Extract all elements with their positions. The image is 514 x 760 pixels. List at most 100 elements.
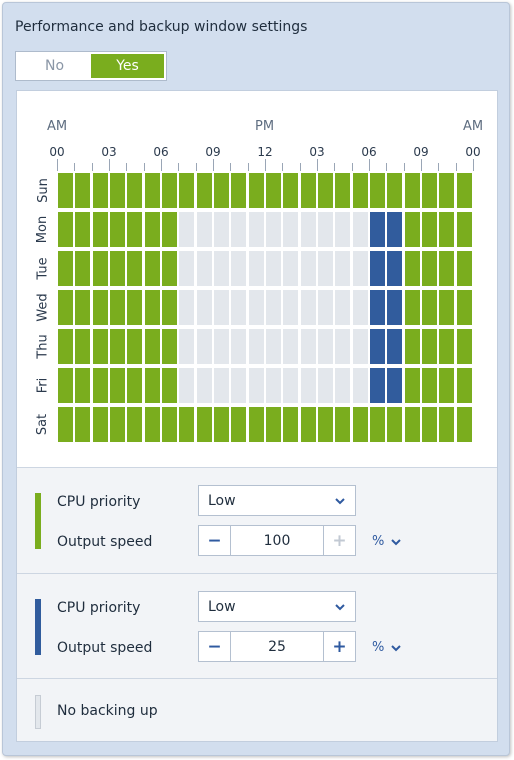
- schedule-cell-green[interactable]: [127, 173, 143, 208]
- schedule-cell-gray[interactable]: [231, 290, 247, 325]
- schedule-cell-gray[interactable]: [231, 329, 247, 364]
- cpu-priority-select[interactable]: Low: [198, 485, 356, 516]
- schedule-cell-green[interactable]: [109, 212, 125, 247]
- schedule-cell-green[interactable]: [404, 368, 420, 403]
- schedule-cell-gray[interactable]: [231, 212, 247, 247]
- schedule-cell-blue[interactable]: [387, 368, 403, 403]
- schedule-cell-green[interactable]: [421, 290, 437, 325]
- schedule-cell-green[interactable]: [265, 407, 281, 442]
- schedule-cell-gray[interactable]: [300, 290, 316, 325]
- schedule-cell-green[interactable]: [109, 407, 125, 442]
- schedule-cell-blue[interactable]: [369, 251, 385, 286]
- schedule-cell-gray[interactable]: [335, 368, 351, 403]
- schedule-cell-green[interactable]: [58, 368, 73, 403]
- schedule-cell-green[interactable]: [248, 173, 264, 208]
- increase-button[interactable]: +: [323, 632, 355, 661]
- schedule-cell-green[interactable]: [109, 251, 125, 286]
- schedule-cell-green[interactable]: [404, 173, 420, 208]
- schedule-cell-gray[interactable]: [248, 329, 264, 364]
- schedule-cell-green[interactable]: [404, 329, 420, 364]
- schedule-cell-gray[interactable]: [179, 251, 195, 286]
- schedule-cell-gray[interactable]: [300, 251, 316, 286]
- schedule-cell-gray[interactable]: [196, 212, 212, 247]
- cpu-priority-select[interactable]: Low: [198, 591, 356, 622]
- schedule-cell-gray[interactable]: [213, 212, 229, 247]
- schedule-cell-green[interactable]: [179, 407, 195, 442]
- unit-dropdown[interactable]: %: [372, 534, 402, 549]
- schedule-cell-green[interactable]: [335, 407, 351, 442]
- schedule-cell-gray[interactable]: [283, 251, 299, 286]
- schedule-cell-gray[interactable]: [179, 329, 195, 364]
- schedule-cell-gray[interactable]: [317, 329, 333, 364]
- schedule-cell-green[interactable]: [439, 251, 455, 286]
- schedule-cell-blue[interactable]: [369, 368, 385, 403]
- schedule-cell-blue[interactable]: [387, 251, 403, 286]
- schedule-cell-green[interactable]: [404, 290, 420, 325]
- schedule-cell-gray[interactable]: [213, 329, 229, 364]
- schedule-cell-gray[interactable]: [179, 212, 195, 247]
- schedule-cell-green[interactable]: [456, 368, 472, 403]
- schedule-cell-gray[interactable]: [179, 368, 195, 403]
- schedule-cell-green[interactable]: [144, 407, 160, 442]
- schedule-cell-gray[interactable]: [213, 251, 229, 286]
- schedule-cell-green[interactable]: [161, 173, 177, 208]
- schedule-cell-green[interactable]: [179, 173, 195, 208]
- schedule-cell-gray[interactable]: [248, 212, 264, 247]
- schedule-cell-gray[interactable]: [317, 212, 333, 247]
- schedule-cell-green[interactable]: [75, 368, 91, 403]
- schedule-cell-green[interactable]: [196, 407, 212, 442]
- schedule-cell-gray[interactable]: [352, 290, 368, 325]
- schedule-cell-gray[interactable]: [335, 290, 351, 325]
- schedule-cell-gray[interactable]: [196, 251, 212, 286]
- schedule-cell-blue[interactable]: [369, 329, 385, 364]
- schedule-cell-green[interactable]: [421, 329, 437, 364]
- schedule-cell-green[interactable]: [231, 173, 247, 208]
- schedule-cell-green[interactable]: [404, 212, 420, 247]
- schedule-cell-green[interactable]: [109, 173, 125, 208]
- schedule-cell-green[interactable]: [92, 329, 108, 364]
- schedule-cell-green[interactable]: [421, 173, 437, 208]
- schedule-cell-green[interactable]: [421, 368, 437, 403]
- schedule-cell-green[interactable]: [92, 407, 108, 442]
- schedule-cell-green[interactable]: [58, 329, 73, 364]
- schedule-cell-gray[interactable]: [213, 290, 229, 325]
- schedule-cell-green[interactable]: [144, 368, 160, 403]
- schedule-cell-green[interactable]: [283, 173, 299, 208]
- schedule-cell-blue[interactable]: [369, 212, 385, 247]
- output-speed-value[interactable]: 25: [268, 638, 286, 655]
- decrease-button[interactable]: −: [199, 526, 231, 555]
- toggle-yes-option[interactable]: Yes: [91, 54, 164, 78]
- schedule-cell-gray[interactable]: [317, 290, 333, 325]
- schedule-cell-green[interactable]: [317, 173, 333, 208]
- schedule-cell-green[interactable]: [456, 212, 472, 247]
- schedule-cell-green[interactable]: [127, 368, 143, 403]
- schedule-cell-green[interactable]: [439, 368, 455, 403]
- schedule-cell-green[interactable]: [352, 407, 368, 442]
- schedule-cell-green[interactable]: [161, 368, 177, 403]
- schedule-cell-green[interactable]: [265, 173, 281, 208]
- schedule-cell-green[interactable]: [92, 368, 108, 403]
- schedule-cell-gray[interactable]: [352, 251, 368, 286]
- schedule-cell-green[interactable]: [439, 212, 455, 247]
- schedule-cell-green[interactable]: [161, 407, 177, 442]
- schedule-cell-green[interactable]: [456, 251, 472, 286]
- output-speed-stepper[interactable]: − 100 +: [198, 525, 356, 556]
- schedule-cell-green[interactable]: [127, 329, 143, 364]
- schedule-cell-green[interactable]: [75, 173, 91, 208]
- schedule-cell-green[interactable]: [421, 407, 437, 442]
- decrease-button[interactable]: −: [199, 632, 231, 661]
- schedule-cell-gray[interactable]: [196, 368, 212, 403]
- schedule-cell-green[interactable]: [283, 407, 299, 442]
- schedule-cell-green[interactable]: [92, 173, 108, 208]
- schedule-cell-green[interactable]: [456, 407, 472, 442]
- schedule-cell-green[interactable]: [369, 173, 385, 208]
- schedule-cell-green[interactable]: [456, 329, 472, 364]
- schedule-cell-gray[interactable]: [283, 212, 299, 247]
- schedule-cell-green[interactable]: [127, 251, 143, 286]
- schedule-cell-green[interactable]: [404, 251, 420, 286]
- schedule-cell-blue[interactable]: [387, 212, 403, 247]
- schedule-cell-green[interactable]: [144, 329, 160, 364]
- output-speed-value[interactable]: 100: [263, 532, 291, 549]
- schedule-cell-green[interactable]: [213, 173, 229, 208]
- schedule-cell-green[interactable]: [127, 212, 143, 247]
